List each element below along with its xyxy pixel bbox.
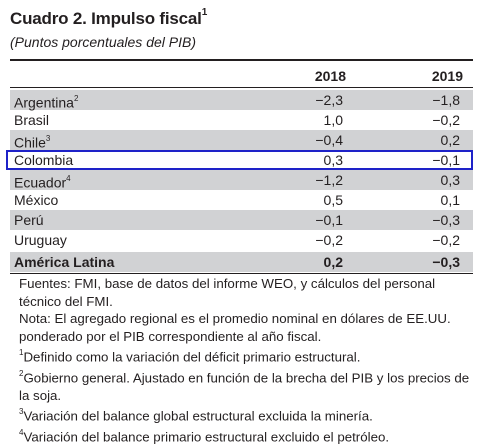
colombia-highlight-box — [6, 150, 473, 170]
table-title: Cuadro 2. Impulso fiscal1 — [10, 7, 208, 28]
row-label: Chile3 — [14, 134, 51, 151]
value-2018: 1,0 — [323, 112, 343, 128]
value-2018: −0,1 — [315, 212, 343, 228]
header-rule — [10, 87, 473, 88]
table-row-chile: Chile3 −0,4 0,2 — [10, 130, 473, 151]
table-row-total: América Latina 0,2 −0,3 — [10, 252, 473, 272]
row-label: Brasil — [14, 112, 50, 128]
value-2019: 0,3 — [440, 172, 460, 188]
value-2018: 0,5 — [323, 192, 343, 208]
table-row-mexico: México 0,5 0,1 — [10, 190, 473, 210]
value-2018: −1,2 — [315, 172, 343, 188]
footnote-mark: 4 — [66, 174, 71, 183]
value-2018: 0,3 — [323, 152, 343, 168]
table-notes: Fuentes: FMI, base de datos del informe … — [19, 275, 475, 446]
title-footnote-mark: 1 — [201, 7, 208, 19]
value-2018: −0,2 — [315, 232, 343, 248]
table-row-colombia: Colombia 0,3 −0,1 — [10, 150, 473, 170]
footnote-3: 3Variación del balance global estructura… — [19, 407, 373, 424]
row-label: Perú — [14, 212, 44, 228]
footnote-mark: 2 — [73, 94, 79, 103]
top-rule — [10, 59, 473, 61]
column-header-2018: 2018 — [314, 68, 346, 84]
value-2019: −0,1 — [432, 152, 460, 168]
value-2019: 0,2 — [440, 132, 460, 148]
value-2018: −0,4 — [315, 132, 343, 148]
value-2019: −0,2 — [432, 112, 460, 128]
table-row-brasil: Brasil 1,0 −0,2 — [10, 110, 473, 130]
row-label: Colombia — [14, 152, 74, 168]
table-row-ecuador: Ecuador4 −1,2 0,3 — [10, 170, 473, 191]
row-label: México — [14, 192, 59, 208]
column-header-row: 2018 2019 — [10, 62, 473, 86]
row-label: Ecuador4 — [14, 174, 71, 191]
value-2019: −0,3 — [432, 212, 460, 228]
aggregate-note: Nota: El agregado regional es el promedi… — [19, 311, 451, 344]
row-label: Argentina2 — [14, 94, 79, 111]
row-label: América Latina — [14, 254, 115, 270]
table-row-uruguay: Uruguay −0,2 −0,2 — [10, 230, 473, 250]
table-row-argentina: Argentina2 −2,3 −1,8 — [10, 90, 473, 111]
table-row-peru: Perú −0,1 −0,3 — [10, 210, 473, 230]
value-2018: −2,3 — [315, 92, 343, 108]
value-2019: −0,2 — [432, 232, 460, 248]
footnote-2: 2Gobierno general. Ajustado en función d… — [19, 368, 470, 403]
row-label: Uruguay — [14, 232, 67, 248]
value-2019: −1,8 — [432, 92, 460, 108]
value-2018: 0,2 — [323, 254, 343, 270]
footnote-4: 4Variación del balance primario estructu… — [19, 428, 390, 445]
sources-note: Fuentes: FMI, base de datos del informe … — [19, 276, 436, 309]
value-2019: −0,3 — [432, 254, 460, 270]
footnote-mark: 3 — [45, 134, 51, 143]
bottom-rule — [10, 273, 473, 274]
table-subtitle: (Puntos porcentuales del PIB) — [10, 34, 196, 50]
footnote-1: 1Definido como la variación del déficit … — [19, 348, 361, 365]
column-header-2019: 2019 — [431, 68, 463, 84]
value-2019: 0,1 — [440, 192, 460, 208]
